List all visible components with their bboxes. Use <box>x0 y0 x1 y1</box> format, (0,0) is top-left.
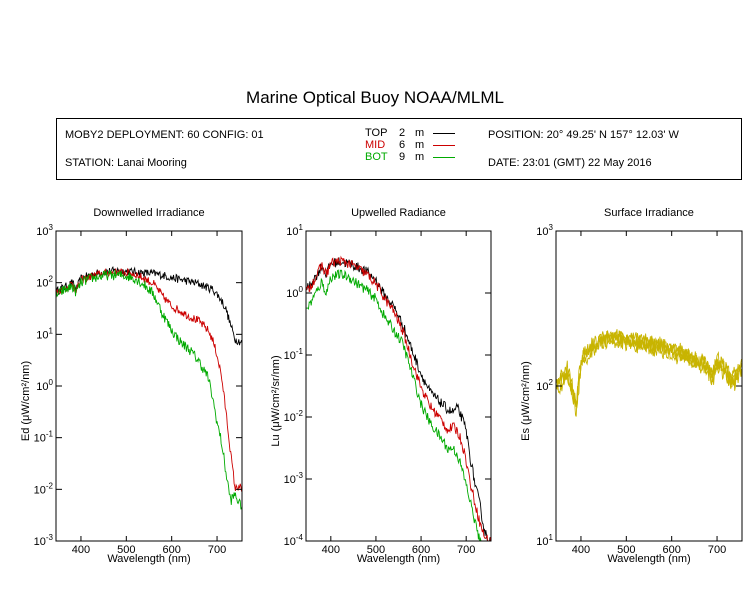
series-line-4 <box>556 329 742 408</box>
plot-frame <box>555 230 743 542</box>
legend-bot-depth: 9 <box>399 151 406 163</box>
chart-title: Surface Irradiance <box>604 207 694 219</box>
x-tick-label: 700 <box>208 544 226 556</box>
info-box: MOBY2 DEPLOYMENT: 60 CONFIG: 01 STATION:… <box>56 118 742 180</box>
legend-top-line <box>433 133 455 134</box>
legend-mid-line <box>433 145 455 146</box>
x-tick-label: 600 <box>663 544 681 556</box>
legend-mid-name: MID <box>365 139 386 151</box>
page-title: Marine Optical Buoy NOAA/MLML <box>246 88 504 107</box>
y-tick-label: 100 <box>36 378 53 393</box>
x-tick-label: 500 <box>617 544 635 556</box>
y-tick-label: 10-1 <box>34 430 54 445</box>
y-tick-label: 102 <box>36 275 53 290</box>
x-tick-label: 600 <box>412 544 430 556</box>
legend-top-depth: 2 <box>399 127 406 139</box>
y-tick-label: 102 <box>536 378 553 393</box>
x-axis-label: Wavelength (nm) <box>107 553 190 565</box>
legend-bot-line <box>433 157 455 158</box>
series-line-bot <box>306 269 482 541</box>
legend-bot-name: BOT <box>365 151 388 163</box>
y-tick-label: 101 <box>286 223 303 238</box>
y-tick-label: 101 <box>36 326 53 341</box>
series-line-mid <box>306 255 491 541</box>
x-tick-label: 400 <box>322 544 340 556</box>
y-tick-label: 101 <box>536 533 553 548</box>
y-tick-label: 103 <box>36 223 53 238</box>
chart-panel-1: Downwelled Irradiance 400 500 600 700 10-3 10-… <box>20 207 243 565</box>
y-tick-label: 10-2 <box>284 409 304 424</box>
y-axis-label: Ed (μW/cm²/nm) <box>20 361 32 441</box>
x-tick-label: 700 <box>457 544 475 556</box>
y-axis-label: Es (μW/cm²/nm) <box>520 361 532 441</box>
x-tick-label: 700 <box>708 544 726 556</box>
chart-panel-2: Upwelled Radiance 400 500 600 700 10-4 10-3 10-… <box>270 207 492 565</box>
y-tick-label: 10-1 <box>284 347 304 362</box>
y-tick-label: 10-4 <box>284 533 304 548</box>
x-tick-label: 500 <box>117 544 135 556</box>
x-axis-label: Wavelength (nm) <box>607 553 690 565</box>
y-tick-label: 10-2 <box>34 481 54 496</box>
y-tick-label: 10-3 <box>284 471 304 486</box>
chart-title: Upwelled Radiance <box>351 207 446 219</box>
series-line-top <box>56 266 242 346</box>
station-text: STATION: Lanai Mooring <box>65 157 187 169</box>
legend-top-unit: m <box>415 127 425 139</box>
x-tick-label: 500 <box>367 544 385 556</box>
x-tick-label: 400 <box>72 544 90 556</box>
legend-mid-unit: m <box>415 139 425 151</box>
y-tick-label: 100 <box>286 285 303 300</box>
date-text: DATE: 23:01 (GMT) 22 May 2016 <box>488 157 652 169</box>
legend-bot-unit: m <box>415 151 425 163</box>
deployment-text: MOBY2 DEPLOYMENT: 60 CONFIG: 01 <box>65 129 264 141</box>
y-axis-label: Lu (μW/cm²/sr/nm) <box>270 355 282 446</box>
legend-top-name: TOP <box>365 127 388 139</box>
chart-title: Downwelled Irradiance <box>93 207 204 219</box>
x-tick-label: 600 <box>163 544 181 556</box>
y-tick-label: 10-3 <box>34 533 54 548</box>
series-line-3 <box>556 334 742 417</box>
y-tick-label: 103 <box>536 223 553 238</box>
x-tick-label: 400 <box>572 544 590 556</box>
series-line-bot <box>56 269 242 510</box>
legend-mid-depth: 6 <box>399 139 406 151</box>
plot-frame <box>305 230 492 542</box>
series-line-mid <box>56 267 242 492</box>
chart-panel-3: Surface Irradiance 400 500 600 700 101 102 103 W… <box>520 207 743 565</box>
x-axis-label: Wavelength (nm) <box>357 553 440 565</box>
series-line-top <box>306 257 491 541</box>
position-text: POSITION: 20° 49.25' N 157° 12.03' W <box>488 129 679 141</box>
